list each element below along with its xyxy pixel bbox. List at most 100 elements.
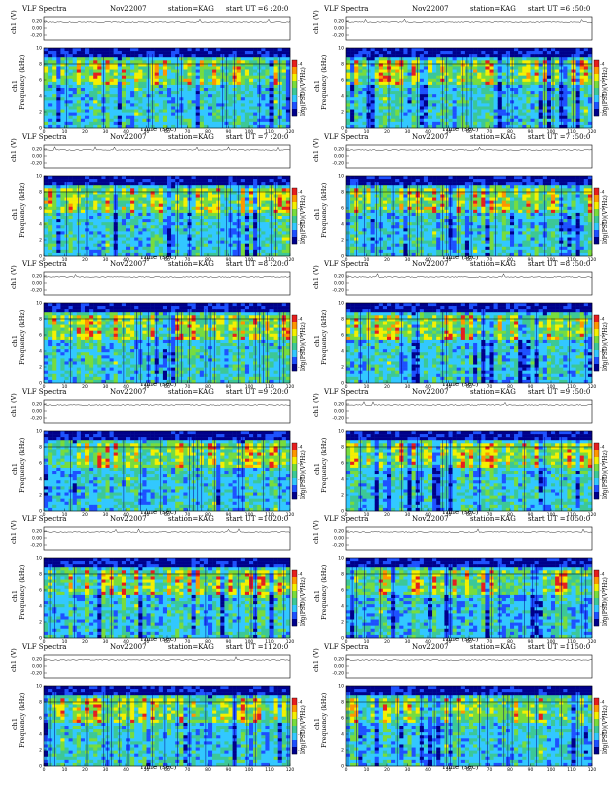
spectrogram-cell <box>52 212 57 216</box>
spectrogram-cell <box>167 115 172 119</box>
spectrogram-cell <box>48 112 53 116</box>
spectrogram-cell <box>72 184 77 189</box>
spectrogram-cell <box>179 193 184 198</box>
spectrogram-cell <box>249 203 254 207</box>
spectrogram-cell <box>48 75 53 79</box>
spectrogram-cell <box>179 221 184 225</box>
spectrogram-cell <box>244 94 250 98</box>
spectrogram-cell <box>530 115 535 119</box>
spectrogram-cell <box>216 175 221 179</box>
spectrogram-cell <box>391 124 396 129</box>
spectrogram-cell <box>567 48 572 52</box>
spectrogram-cell <box>48 227 53 232</box>
spectrogram-cell <box>253 106 258 110</box>
spectrogram-cell <box>208 112 213 116</box>
spectrogram-cell <box>85 75 90 79</box>
spectrogram-cell <box>52 224 57 229</box>
spectrogram-cell <box>244 100 250 104</box>
spectrogram-cell <box>583 106 589 110</box>
spectrogram-cell <box>162 181 168 185</box>
spectrogram-cell <box>460 51 466 55</box>
spectrogram-cell <box>452 94 457 98</box>
x-tick-label: 120 <box>286 129 295 135</box>
spectrogram-cell <box>374 103 379 107</box>
spectrogram-cell <box>187 88 192 92</box>
spectrogram-cell <box>154 75 159 79</box>
spectrogram-cell <box>167 212 172 216</box>
spectrogram-cell <box>154 249 159 253</box>
spectrogram-cell <box>265 54 270 58</box>
spectrogram-cell <box>105 252 110 256</box>
spectrogram-cell <box>195 78 200 83</box>
spectrogram-cell <box>253 115 258 119</box>
spectrogram-cell <box>374 51 379 55</box>
spectrogram-cell <box>265 178 270 182</box>
spectrogram-cell <box>452 124 457 129</box>
spectrogram-cell <box>130 181 135 185</box>
spectrogram-cell <box>195 48 200 52</box>
spectrogram-cell <box>249 103 254 107</box>
spectrogram-cell <box>378 88 384 92</box>
spectrogram-cell <box>269 75 274 79</box>
spectrogram-cell <box>117 57 123 61</box>
spectrogram-cell <box>146 203 151 207</box>
spectrogram-cell <box>273 72 278 76</box>
spectrogram-cell <box>432 124 437 129</box>
spectrogram-cell <box>269 175 274 179</box>
spectrogram-cell <box>80 75 86 79</box>
spectrogram-cell <box>93 197 98 201</box>
spectrogram-cell <box>220 218 225 222</box>
spectrogram-cell <box>56 252 61 256</box>
spectrogram-cell <box>587 78 593 83</box>
spectrogram-cell <box>354 60 359 64</box>
spectrogram-cell <box>89 100 94 104</box>
spectrogram-cell <box>273 103 278 107</box>
spectrogram-cell <box>432 91 437 95</box>
spectrogram-cell <box>407 109 412 113</box>
spectrogram-cell <box>183 81 188 86</box>
spectrogram-cell <box>395 91 400 95</box>
spectrogram-cell <box>370 51 375 55</box>
spectrogram-cell <box>423 51 429 55</box>
spectrogram-cell <box>72 63 77 67</box>
spectrogram-cell <box>285 237 291 241</box>
spectrogram-cell <box>146 190 151 195</box>
spectrogram-cell <box>277 175 282 179</box>
spectrogram-cell <box>203 197 209 201</box>
spectrogram-cell <box>236 115 241 119</box>
spectrogram-cell <box>249 81 254 86</box>
spectrogram-cell <box>428 51 433 55</box>
colorbar-tick-label: -4 <box>298 189 303 195</box>
spectrogram-cell <box>158 97 164 101</box>
spectrogram-cell <box>113 112 118 116</box>
spectrogram-cell <box>171 212 176 216</box>
spectrogram-cell <box>208 57 213 61</box>
spectrogram-cell <box>162 63 168 67</box>
spectrogram-cell <box>285 243 291 247</box>
spectrogram-cell <box>473 88 478 92</box>
spectrogram-cell <box>162 184 168 189</box>
spectrogram-cell <box>60 237 65 241</box>
spectrogram-cell <box>109 72 114 76</box>
spectrogram-cell <box>579 118 584 123</box>
spectrogram-cell <box>60 60 65 64</box>
spectrogram-cell <box>142 203 147 207</box>
waveform-tick-label: -0.20 <box>30 33 42 39</box>
spectrogram-cell <box>162 209 168 213</box>
spectrogram-cell <box>265 224 270 229</box>
spectrogram-cell <box>142 69 147 73</box>
spectrogram-cell <box>497 115 502 119</box>
spectrogram-cell <box>138 203 143 207</box>
x-tick-label: 20 <box>82 129 88 135</box>
spectrogram-cell <box>150 200 155 204</box>
spectrogram-cell <box>518 91 523 95</box>
spectrogram-cell <box>60 243 65 247</box>
spectrogram-cell <box>44 227 49 232</box>
spectrogram-cell <box>167 72 172 76</box>
spectrogram-cell <box>60 187 65 192</box>
spectrogram-cell <box>56 97 61 101</box>
spectrogram-cell <box>130 233 135 238</box>
spectrogram-cell <box>526 75 531 79</box>
spectrogram-cell <box>195 203 200 207</box>
spectrogram-cell <box>456 97 461 101</box>
